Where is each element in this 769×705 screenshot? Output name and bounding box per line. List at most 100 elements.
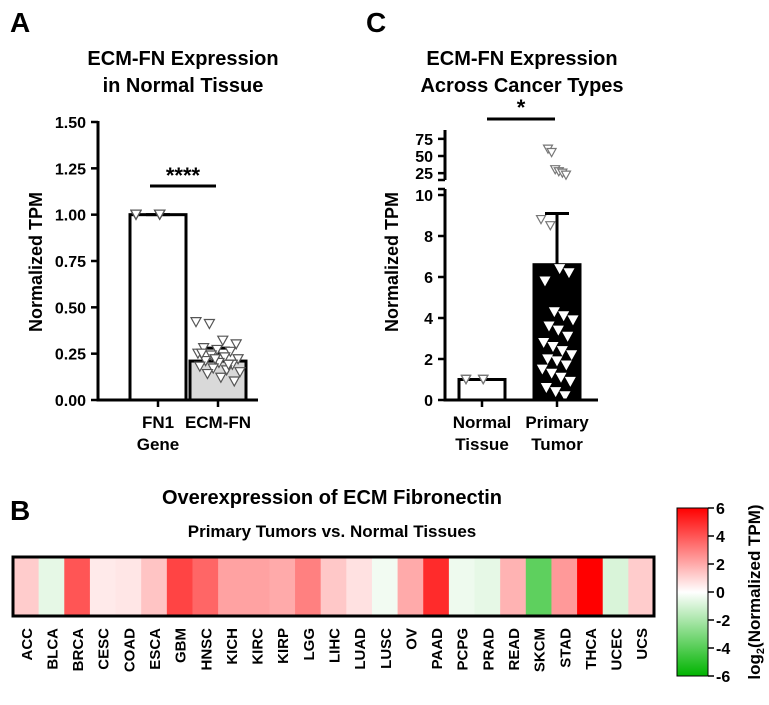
panel-a-x-tick-label: FN1 <box>142 413 174 432</box>
heatmap-x-label: PCPG <box>455 628 472 671</box>
colorbar-label-suffix: (Normalized TPM) <box>745 504 764 648</box>
heatmap-x-label: LIHC <box>327 628 344 663</box>
heatmap-x-label: ESCA <box>147 628 164 670</box>
heatmap-cell <box>243 557 270 616</box>
panel-a-data-point <box>211 344 224 356</box>
panel-c-data-point <box>563 268 575 279</box>
panel-c-data-point <box>552 325 564 336</box>
panel-a-data-point <box>216 335 229 347</box>
panel-a-data-point <box>201 368 214 380</box>
panel-a-data-point <box>218 352 231 364</box>
colorbar-tick-label: 2 <box>716 557 725 574</box>
panel-a-data-point <box>195 348 208 360</box>
panel-c-data-point <box>564 376 576 387</box>
heatmap-cell <box>423 557 450 616</box>
panel-a-significance-stars: **** <box>166 163 201 188</box>
panel-a-data-point <box>189 317 203 328</box>
panel-c-data-point-outlier <box>546 147 558 158</box>
heatmap-x-label: THCA <box>583 628 600 670</box>
heatmap-x-label: GBM <box>173 628 190 663</box>
panel-a-y-tick-label: 1.00 <box>55 208 86 225</box>
panel-a-y-tick-label: 0.75 <box>55 254 86 271</box>
panel-c-data-point <box>556 346 568 357</box>
heatmap-x-label: BLCA <box>44 628 61 670</box>
panel-a-data-point <box>230 339 243 351</box>
panel-a-data-point <box>232 354 245 365</box>
heatmap-cell <box>577 557 604 616</box>
panel-a-y-tick-label: 0.50 <box>55 300 86 317</box>
panel-c-data-point <box>547 342 559 352</box>
panel-c-data-point <box>543 321 555 332</box>
panel-c-data-point <box>550 387 562 398</box>
panel-a-data-point <box>197 343 210 354</box>
colorbar-label-subscript: 2 <box>755 648 767 654</box>
panel-a-y-axis-label: Normalized TPM <box>26 192 46 332</box>
panel-c-data-point <box>559 391 571 402</box>
heatmap-cell <box>602 557 629 616</box>
panel-c-y-tick-label: 4 <box>424 311 433 328</box>
heatmap-cell <box>525 557 552 616</box>
colorbar-tick-label: -2 <box>716 613 730 630</box>
panel-a-data-point <box>233 367 247 378</box>
heatmap-x-label: OV <box>403 628 420 650</box>
heatmap-x-label: LUSC <box>378 628 395 669</box>
panel-c-data-point <box>562 331 574 342</box>
heatmap-x-label: LUAD <box>352 628 369 670</box>
panel-c-data-point <box>560 360 572 371</box>
panel-c-significance-star: * <box>517 95 526 120</box>
heatmap-cell <box>115 557 142 616</box>
panel-c-data-point <box>544 221 556 232</box>
panel-c-data-point <box>540 383 552 393</box>
panel-c-x-tick-label: Primary <box>525 413 589 432</box>
heatmap-x-label: KIRP <box>275 628 292 664</box>
panel-c-x-tick-label: Normal <box>453 413 512 432</box>
heatmap-cell <box>346 557 373 616</box>
heatmap-cell <box>218 557 245 616</box>
panel-c-data-point-outlier <box>560 170 572 181</box>
panel-c-data-point <box>542 354 554 365</box>
colorbar-tick-label: 0 <box>716 585 725 602</box>
panel-c-x-tick-label: Tumor <box>531 435 583 454</box>
colorbar-label: log2(Normalized TPM) <box>745 504 767 679</box>
panel-c-data-point <box>551 356 563 367</box>
heatmap-x-label: KIRC <box>250 628 267 665</box>
heatmap-x-label: HNSC <box>198 628 215 671</box>
heatmap-border <box>11 555 656 618</box>
heatmap-x-label: READ <box>506 628 523 671</box>
panel-a-data-point <box>129 209 143 221</box>
panel-c-y-tick-label: 75 <box>415 132 433 149</box>
heatmap-x-label: ACC <box>19 628 36 661</box>
panel-c-data-point <box>558 311 570 322</box>
heatmap-cell <box>320 557 347 616</box>
heatmap-cell <box>269 557 296 616</box>
heatmap-cell <box>13 557 40 616</box>
panel-label-a: A <box>10 7 30 38</box>
panel-c-title-line-2: Across Cancer Types <box>420 75 623 97</box>
heatmap-cell <box>397 557 424 616</box>
heatmap-x-label: UCS <box>634 628 651 660</box>
heatmap-cell <box>141 557 168 616</box>
heatmap-x-label: LGG <box>301 628 318 661</box>
heatmap-cell <box>89 557 117 616</box>
heatmap-cell <box>64 557 91 616</box>
panel-c-y-tick-label: 0 <box>424 393 433 410</box>
panel-a-title-line-2: in Normal Tissue <box>103 75 264 97</box>
panel-b-subtitle: Primary Tumors vs. Normal Tissues <box>188 522 477 541</box>
panel-b-heatmap: Overexpression of ECM Fibronectin Primar… <box>11 487 767 686</box>
panel-a-data-point <box>222 359 235 371</box>
panel-c-y-tick-label: 6 <box>424 270 433 287</box>
panel-a-data-point <box>228 376 241 388</box>
panel-label-c: C <box>366 7 386 38</box>
heatmap-cell <box>371 557 399 616</box>
panel-c-data-point <box>536 364 548 375</box>
panel-a-y-tick-label: 0.25 <box>55 347 86 364</box>
panel-c-data-point <box>555 372 567 383</box>
panel-a-data-point <box>199 355 212 367</box>
panel-a-data-point <box>214 372 227 384</box>
colorbar-label-prefix: log <box>745 654 764 680</box>
panel-c-data-point <box>539 276 551 287</box>
heatmap-x-label: STAD <box>557 628 574 668</box>
heatmap-x-label: COAD <box>121 628 138 672</box>
panel-c-y-tick-label: 50 <box>415 149 433 166</box>
